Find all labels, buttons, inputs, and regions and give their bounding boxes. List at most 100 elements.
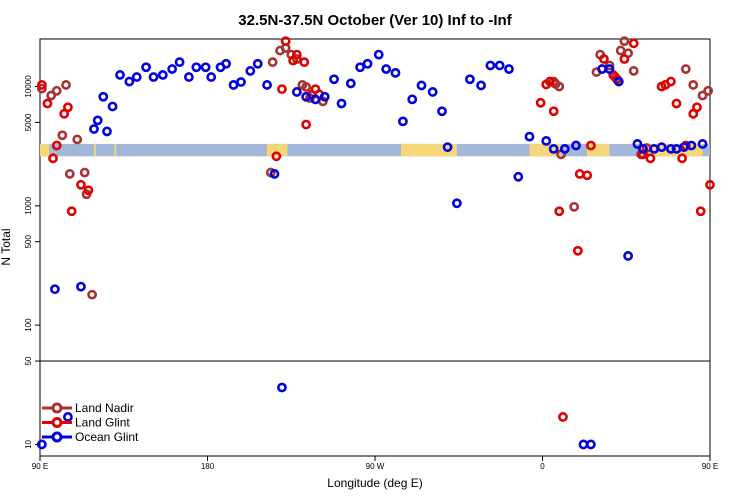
data-point [703, 85, 714, 96]
data-point [671, 98, 682, 109]
data-point [571, 140, 581, 151]
data-point [64, 169, 75, 179]
data-point [46, 90, 57, 101]
data-point [157, 70, 168, 80]
data-point [131, 72, 142, 82]
x-axis-title: Longitude (deg E) [327, 476, 422, 490]
data-point [559, 143, 570, 154]
data-point [362, 58, 373, 69]
data-point [76, 281, 86, 292]
data-point [604, 64, 615, 74]
data-point [291, 87, 302, 97]
land-band-segment [40, 143, 50, 157]
data-point [355, 62, 366, 73]
x-axis: 90 E 180 90 W 0 90 E [32, 456, 718, 471]
data-point [638, 149, 648, 160]
data-point [51, 85, 62, 96]
data-point [615, 45, 626, 56]
land-band-segment [93, 143, 96, 157]
y-tick-label: 1000 [24, 196, 33, 214]
data-point [688, 80, 699, 90]
data-point [619, 54, 630, 64]
data-point [407, 94, 418, 105]
data-point [329, 74, 339, 85]
y-axis: 10 50 100 500 1000 5000 10000 [24, 75, 40, 449]
data-point [319, 91, 330, 102]
data-point [666, 143, 676, 154]
data-point [524, 131, 535, 142]
data-point [271, 151, 282, 162]
land-ocean-band [40, 143, 710, 157]
data-point [574, 169, 585, 179]
data-point [398, 116, 408, 127]
data-point [57, 130, 68, 141]
data-point [291, 49, 302, 60]
data-point [83, 185, 94, 196]
data-point [645, 153, 656, 164]
data-point [36, 80, 47, 90]
data-point [677, 153, 687, 164]
y-tick-label: 100 [24, 318, 33, 332]
data-point [628, 66, 639, 76]
data-point [442, 142, 453, 153]
data-point [427, 87, 438, 97]
data-point [697, 139, 708, 149]
data-point [66, 206, 77, 217]
data-point [206, 72, 217, 82]
data-point [301, 82, 312, 92]
data-point [628, 38, 639, 49]
chart-title: 32.5N-37.5N October (Ver 10) Inf to -Inf [238, 12, 512, 29]
legend-label: Land Nadir [75, 401, 134, 415]
data-point [148, 72, 159, 82]
data-point [373, 49, 384, 60]
data-point [336, 98, 347, 109]
data-point [632, 139, 643, 149]
data-point [476, 80, 486, 91]
data-point [513, 171, 524, 182]
data-point [79, 167, 90, 178]
land-band-segment [267, 143, 288, 157]
data-point [597, 64, 607, 74]
data-point [485, 60, 496, 71]
data-point [167, 64, 178, 74]
legend-label: Land Glint [75, 416, 130, 430]
data-point [252, 58, 263, 69]
data-point [416, 80, 427, 91]
legend-label: Ocean Glint [75, 430, 139, 444]
x-tick-label: 90 E [32, 462, 48, 471]
data-point [107, 101, 118, 112]
data-point [89, 124, 99, 134]
data-point [236, 77, 246, 87]
data-point [494, 60, 505, 71]
data-point [191, 62, 202, 73]
data-point [558, 412, 568, 422]
data-point [666, 76, 676, 87]
data-point [98, 91, 109, 102]
data-point [299, 57, 310, 68]
data-point [301, 91, 312, 102]
data-point [465, 74, 475, 85]
x-tick-label: 90 W [366, 462, 385, 471]
data-point [541, 135, 552, 146]
data-point [554, 81, 565, 92]
x-tick-label: 90 E [702, 462, 718, 471]
data-point [277, 84, 287, 95]
data-point [36, 83, 47, 94]
data-point [695, 206, 706, 217]
data-point [36, 439, 47, 450]
data-point [451, 198, 462, 209]
y-tick-label: 10000 [24, 75, 33, 98]
data-point [572, 245, 583, 256]
data-point [345, 78, 356, 89]
legend-marker [51, 402, 63, 414]
data-point [697, 90, 708, 101]
data-point [585, 140, 596, 151]
data-point [141, 62, 151, 73]
data-point [301, 119, 312, 130]
data-point [535, 97, 546, 108]
data-point [554, 206, 565, 217]
data-point [692, 102, 702, 113]
data-point [72, 134, 83, 145]
y-tick-label: 5000 [24, 113, 33, 131]
